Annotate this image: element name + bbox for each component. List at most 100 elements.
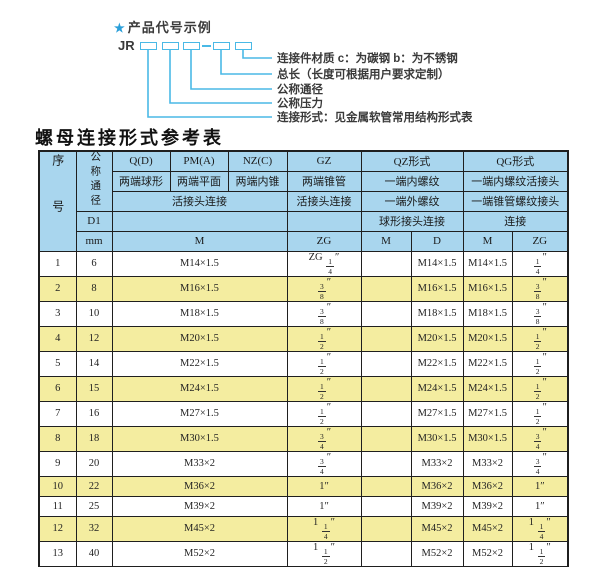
cell-qz_d: M39×2 (410, 495, 464, 517)
table-header: 序号 公称通径 Q(D) PM(A) NZ(C) GZ QZ形式 QG形式 两端… (38, 150, 569, 252)
table-row: 2 8 M16×1.5 3 8 ″ M16×1.5 M16×1.5 3 8 ″ (38, 275, 569, 302)
code-box-2 (162, 42, 179, 50)
cell-qz_m (360, 300, 412, 327)
header-qg-connection: 连接 (462, 210, 569, 232)
cell-qz_d: M22×1.5 (410, 350, 464, 377)
code-label-diameter: 公称通径 (277, 84, 323, 96)
table-body: 1 6 M14×1.5 ZG 1 4 ″ M14×1.5 M14×1.5 1 4 ″ 2 8 M16×1.… (38, 250, 569, 567)
cell-qz_d: M18×1.5 (410, 300, 464, 327)
cell-dn: 12 (75, 325, 113, 352)
cell-qg_zg: 1 2 ″ (511, 375, 569, 402)
cell-seq: 9 (38, 450, 77, 477)
cell-qg_zg: 1″ (511, 495, 569, 517)
cell-qz_m (360, 450, 412, 477)
header-col-nz: NZ(C) (227, 150, 288, 172)
cell-gz: 1 1 2 ″ (286, 540, 362, 567)
cell-m: M18×1.5 (111, 300, 288, 327)
cell-m: M14×1.5 (111, 250, 288, 277)
cell-qg_zg: 3 4 ″ (511, 450, 569, 477)
cell-qg_m: M30×1.5 (462, 425, 513, 452)
code-box-1 (140, 42, 157, 50)
cell-m: M30×1.5 (111, 425, 288, 452)
cell-seq: 10 (38, 475, 77, 497)
cell-qz_d: M16×1.5 (410, 275, 464, 302)
table-row: 3 10 M18×1.5 3 8 ″ M18×1.5 M18×1.5 3 8 ″ (38, 300, 569, 327)
cell-qg_zg: 1 4 ″ (511, 250, 569, 277)
cell-dn: 32 (75, 515, 113, 542)
cell-qz_m (360, 275, 412, 302)
cell-dn: 6 (75, 250, 113, 277)
header-col-pm: PM(A) (169, 150, 229, 172)
code-label-pressure: 公称压力 (277, 98, 323, 110)
cell-dn: 18 (75, 425, 113, 452)
cell-gz: 3 4 ″ (286, 425, 362, 452)
cell-m: M36×2 (111, 475, 288, 497)
cell-seq: 13 (38, 540, 77, 567)
cell-qg_m: M39×2 (462, 495, 513, 517)
cell-gz: 1 1 4 ″ (286, 515, 362, 542)
cell-qz_d: M24×1.5 (410, 375, 464, 402)
header-qpn-connection: 活接头连接 (111, 190, 288, 212)
cell-seq: 7 (38, 400, 77, 427)
header-gz-connection: 活接头连接 (286, 190, 362, 212)
product-code-diagram: ★ 产品代号示例 JR 连接件材质 c：为碳钢 b：为不锈钢 总长（长度可根据用户… (0, 0, 600, 126)
header-qg-desc: 一端内螺纹活接头 (462, 170, 569, 192)
header-col-q: Q(D) (111, 150, 171, 172)
table-row: 4 12 M20×1.5 1 2 ″ M20×1.5 M20×1.5 1 2 ″ (38, 325, 569, 352)
cell-qz_d: M30×1.5 (410, 425, 464, 452)
cell-gz: 3 8 ″ (286, 275, 362, 302)
cell-gz: ZG 1 4 ″ (286, 250, 362, 277)
code-label-material: 连接件材质 c：为碳钢 b：为不锈钢 (277, 53, 458, 65)
cell-m: M20×1.5 (111, 325, 288, 352)
cell-m: M24×1.5 (111, 375, 288, 402)
cell-qz_d: M52×2 (410, 540, 464, 567)
cell-gz: 3 8 ″ (286, 300, 362, 327)
cell-qz_m (360, 495, 412, 517)
cell-m: M45×2 (111, 515, 288, 542)
cell-qz_d: M45×2 (410, 515, 464, 542)
header-col-gz: GZ (286, 150, 362, 172)
cell-seq: 3 (38, 300, 77, 327)
header-blank-qpn (111, 210, 288, 232)
cell-m: M27×1.5 (111, 400, 288, 427)
cell-qg_zg: 1″ (511, 475, 569, 497)
cell-qg_zg: 3 8 ″ (511, 300, 569, 327)
header-m-qz: M (360, 230, 412, 252)
cell-dn: 20 (75, 450, 113, 477)
cell-qz_d: M14×1.5 (410, 250, 464, 277)
cell-seq: 12 (38, 515, 77, 542)
cell-qg_zg: 3 4 ″ (511, 425, 569, 452)
cell-qg_zg: 1 1 2 ″ (511, 540, 569, 567)
table-row: 8 18 M30×1.5 3 4 ″ M30×1.5 M30×1.5 3 4 ″ (38, 425, 569, 452)
code-label-connection: 连接形式：见金属软管常用结构形式表 (277, 112, 473, 124)
table-row: 10 22 M36×2 1″ M36×2 M36×2 1″ (38, 475, 569, 497)
cell-qz_d: M27×1.5 (410, 400, 464, 427)
cell-dn: 15 (75, 375, 113, 402)
cell-qg_zg: 1 1 4 ″ (511, 515, 569, 542)
cell-seq: 5 (38, 350, 77, 377)
cell-seq: 2 (38, 275, 77, 302)
table-title: 螺母连接形式参考表 (35, 128, 224, 148)
cell-qg_m: M18×1.5 (462, 300, 513, 327)
header-m-q: M (111, 230, 288, 252)
header-pm-desc: 两端平面 (169, 170, 229, 192)
cell-gz: 1 2 ″ (286, 400, 362, 427)
cell-qz_d: M20×1.5 (410, 325, 464, 352)
header-qz-desc2: 一端外螺纹 (360, 190, 464, 212)
cell-dn: 10 (75, 300, 113, 327)
cell-dn: 14 (75, 350, 113, 377)
